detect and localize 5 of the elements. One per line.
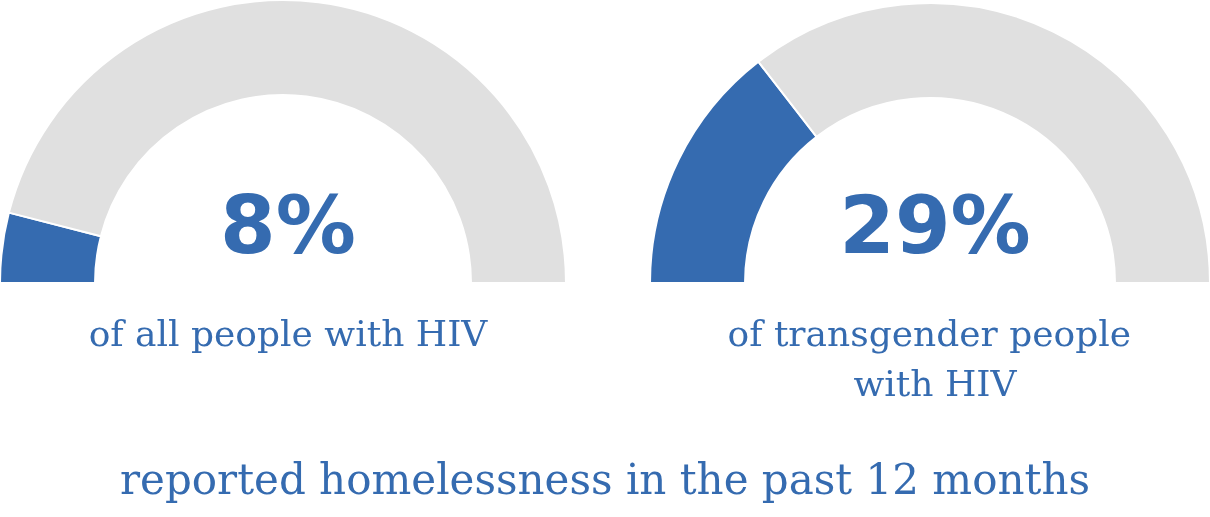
text: 8%	[220, 178, 356, 272]
text: of all people with HIV	[88, 312, 489, 354]
text: reported homelessness in the past 12 months	[118, 455, 1091, 504]
text: of transgender people with HIV	[727, 312, 1143, 404]
text: 29%	[839, 178, 1031, 272]
